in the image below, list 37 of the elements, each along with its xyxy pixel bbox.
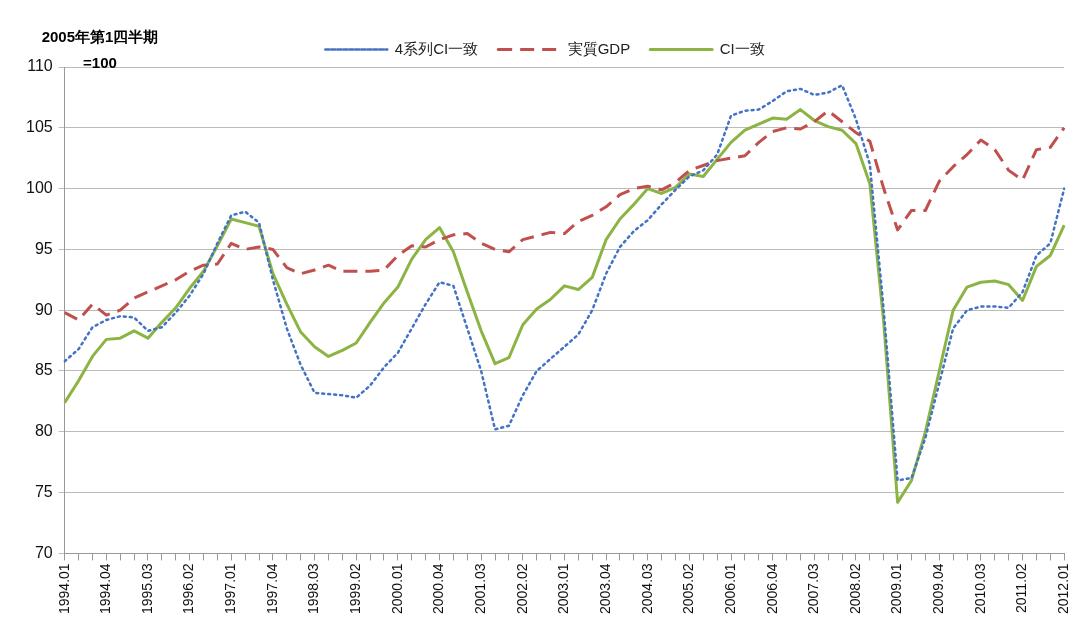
x-tick-label: 1999.02 (347, 563, 364, 614)
y-tick-label: 90 (34, 300, 53, 318)
x-tick-label: 1997.01 (222, 563, 239, 614)
x-tick-label: 2001.03 (472, 563, 489, 614)
x-tick-label: 2012.01 (1055, 563, 1072, 614)
y-tick-label: 75 (34, 483, 53, 500)
legend-label: 4系列CI一致 (394, 39, 479, 57)
x-tick-label: 2011.02 (1013, 563, 1030, 613)
x-tick-label: 1998.03 (305, 563, 322, 614)
legend-label: 実質GDP (567, 39, 631, 57)
x-tick-label: 1995.03 (138, 563, 155, 614)
x-tick-label: 2006.04 (763, 563, 780, 614)
x-tick-label: 2005.02 (680, 563, 697, 614)
x-tick-label: 2003.04 (596, 563, 613, 614)
x-tick-label: 2009.04 (930, 563, 947, 614)
x-tick-label: 2007.03 (805, 563, 822, 614)
y-tick-label: 85 (34, 361, 53, 379)
legend-label: CI一致 (719, 39, 765, 57)
x-tick-label: 2006.01 (721, 563, 738, 614)
y-tick-label: 100 (25, 179, 53, 196)
x-tick-label: 2008.02 (846, 563, 863, 614)
x-tick-label: 2000.04 (430, 563, 447, 614)
x-tick-label: 1997.04 (263, 563, 280, 614)
y-tick-label: 95 (34, 239, 53, 257)
x-tick-label: 2009.01 (888, 563, 905, 614)
x-tick-label: 2010.03 (971, 563, 988, 614)
x-tick-label: 1994.01 (55, 563, 72, 614)
y-tick-label: 110 (27, 57, 53, 75)
x-tick-label: 2000.01 (388, 563, 405, 614)
x-tick-label: 1996.02 (180, 563, 197, 614)
y-tick-label: 105 (25, 118, 53, 136)
x-tick-label: 2003.01 (555, 563, 572, 614)
x-tick-label: 2004.03 (638, 563, 655, 614)
x-tick-label: 2002.02 (513, 563, 530, 614)
y-tick-label: 70 (34, 543, 53, 561)
y-tick-label: 80 (34, 422, 53, 440)
x-tick-label: 1994.04 (97, 563, 114, 614)
